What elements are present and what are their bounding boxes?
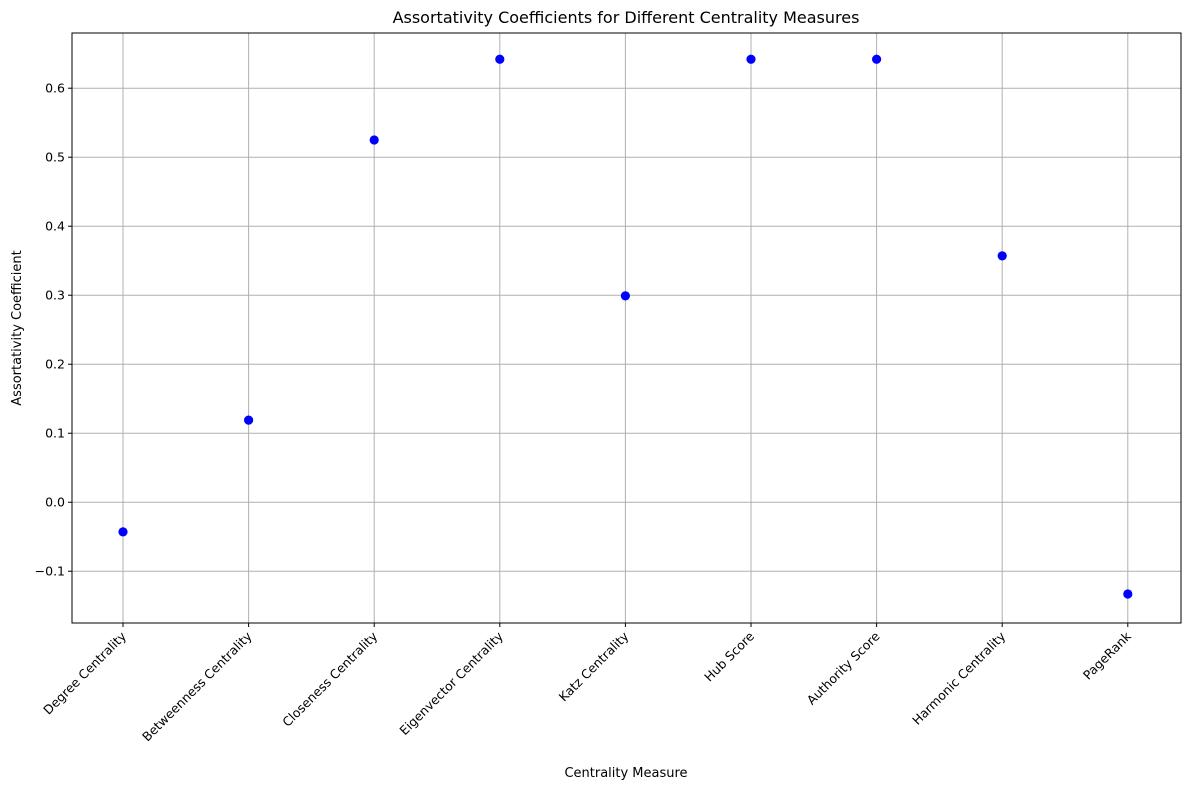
- chart-title: Assortativity Coefficients for Different…: [393, 8, 860, 27]
- x-tick-label: Hub Score: [701, 628, 757, 684]
- data-point: [244, 415, 254, 425]
- data-point: [369, 135, 379, 145]
- y-tick-label: −0.1: [35, 564, 65, 579]
- y-axis-label: Assortativity Coefficient: [10, 250, 25, 405]
- x-tick-label: Degree Centrality: [40, 628, 129, 717]
- y-tick-label: 0.4: [45, 219, 65, 234]
- grid-lines: [72, 33, 1181, 623]
- data-points: [118, 54, 1133, 599]
- data-point: [1123, 589, 1133, 599]
- y-tick-label: 0.0: [45, 495, 65, 510]
- data-point: [495, 54, 505, 64]
- data-point: [872, 54, 882, 64]
- x-axis-ticks: Degree Centrality Betweenness Centrality C…: [40, 623, 1134, 744]
- y-tick-label: 0.6: [45, 81, 65, 96]
- x-tick-label: Closeness Centrality: [279, 628, 381, 730]
- y-axis-ticks: −0.1 0.0 0.1 0.2 0.3 0.4 0.5 0.6: [35, 81, 72, 579]
- x-tick-label: Katz Centrality: [556, 628, 632, 704]
- data-point: [118, 527, 128, 537]
- plot-frame: [71, 32, 1182, 624]
- y-tick-label: 0.3: [45, 288, 65, 303]
- y-tick-label: 0.2: [45, 357, 65, 372]
- x-axis-label: Centrality Measure: [564, 766, 687, 781]
- data-point: [997, 251, 1007, 261]
- x-tick-label: Eigenvector Centrality: [396, 628, 506, 738]
- x-tick-label: Betweenness Centrality: [139, 628, 255, 744]
- data-point: [746, 54, 756, 64]
- data-point: [620, 291, 631, 301]
- y-tick-label: 0.1: [45, 426, 65, 441]
- x-tick-label: Harmonic Centrality: [909, 628, 1009, 728]
- x-tick-label: Authority Score: [804, 628, 883, 707]
- y-tick-label: 0.5: [45, 150, 65, 165]
- x-tick-label: PageRank: [1080, 628, 1135, 683]
